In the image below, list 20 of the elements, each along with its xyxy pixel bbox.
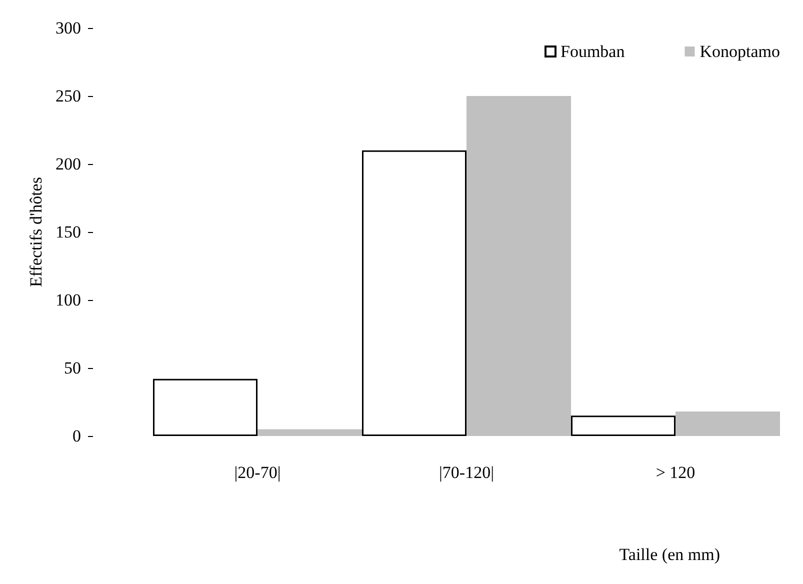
x-tick-label: > 120 (656, 463, 696, 482)
y-tick-label: 200 (56, 154, 81, 174)
legend-label: Konoptamo (700, 42, 780, 61)
y-axis-title: Effectifs d'hôtes (26, 177, 46, 287)
x-axis-title: Taille (en mm) (619, 545, 720, 564)
bar (258, 429, 362, 436)
y-tick-label: 0 (72, 426, 81, 446)
bar (362, 150, 466, 436)
x-tick-label: |70-120| (439, 463, 494, 482)
x-tick-label: |20-70| (234, 463, 281, 482)
y-tick-label: 300 (56, 18, 81, 38)
bar (676, 412, 780, 436)
legend-label: Foumban (560, 42, 626, 61)
y-tick-label: 250 (56, 86, 81, 106)
y-tick-label: 150 (56, 222, 81, 242)
y-tick-label: 100 (56, 290, 81, 310)
bar (466, 96, 571, 436)
bar (571, 416, 676, 436)
y-tick-label: 50 (64, 358, 81, 378)
bar (153, 378, 258, 436)
